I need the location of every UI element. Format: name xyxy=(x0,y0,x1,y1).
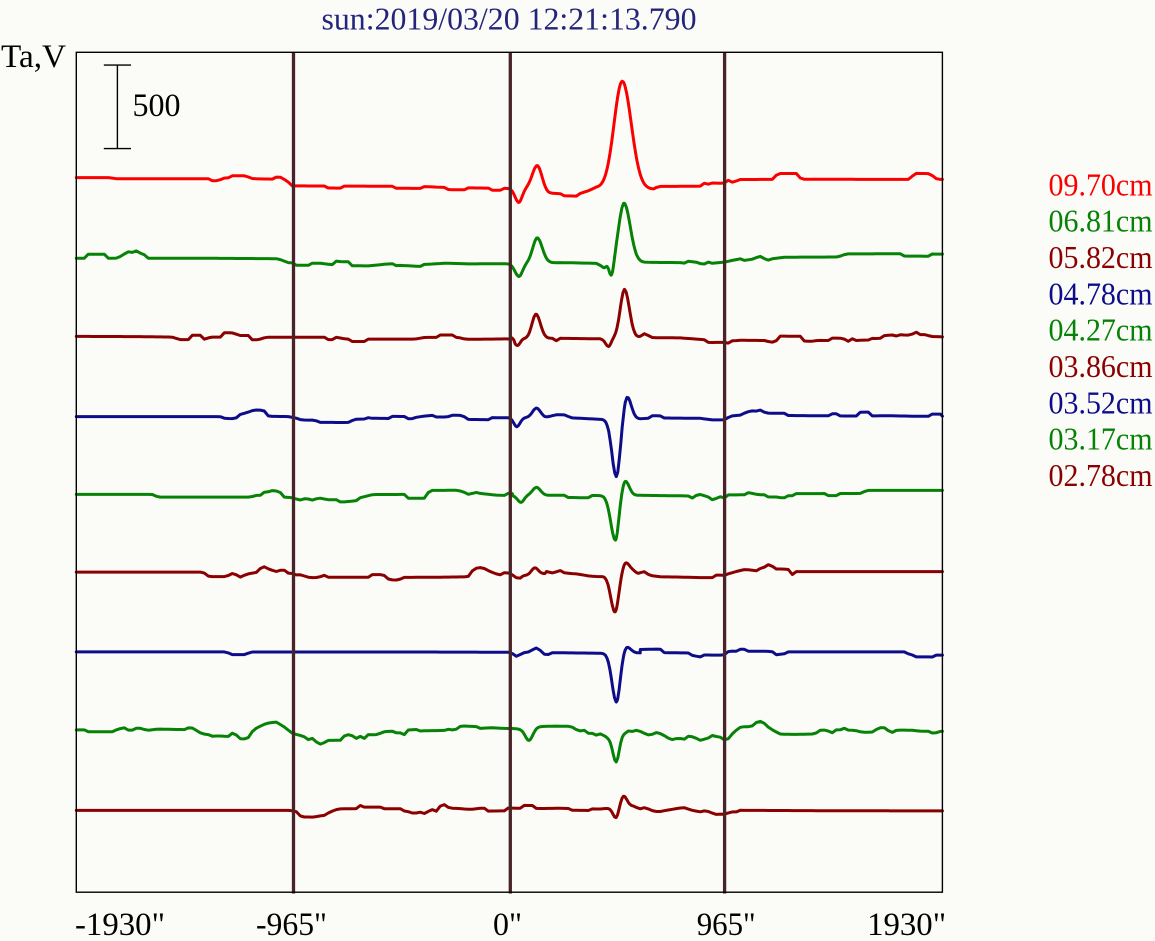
svg-text:1930": 1930" xyxy=(867,907,946,941)
svg-text:06.81cm: 06.81cm xyxy=(1049,203,1153,239)
svg-text:0": 0" xyxy=(493,907,522,941)
svg-text:05.82cm: 05.82cm xyxy=(1049,239,1153,275)
svg-text:04.27cm: 04.27cm xyxy=(1049,312,1153,348)
svg-text:sun:2019/03/20 12:21:13.790: sun:2019/03/20 12:21:13.790 xyxy=(322,1,697,37)
svg-text:03.17cm: 03.17cm xyxy=(1049,421,1153,457)
svg-text:03.52cm: 03.52cm xyxy=(1049,384,1153,420)
svg-text:965": 965" xyxy=(697,907,756,941)
svg-text:-965": -965" xyxy=(256,907,327,941)
svg-text:500: 500 xyxy=(133,88,181,124)
svg-text:-1930": -1930" xyxy=(75,907,165,941)
svg-text:09.70cm: 09.70cm xyxy=(1049,166,1153,202)
svg-text:02.78cm: 02.78cm xyxy=(1049,457,1153,493)
svg-text:03.86cm: 03.86cm xyxy=(1049,348,1153,384)
svg-text:04.78cm: 04.78cm xyxy=(1049,275,1153,311)
svg-text:Ta,V: Ta,V xyxy=(1,39,66,75)
